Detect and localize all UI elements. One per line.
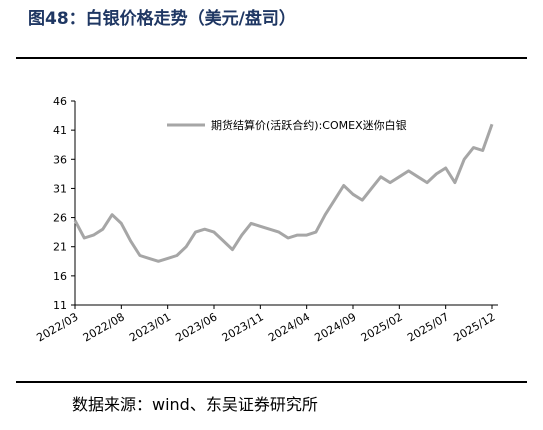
x-tick-label: 2025/07 xyxy=(405,310,451,344)
y-tick-label: 26 xyxy=(53,212,67,225)
y-tick-label: 31 xyxy=(53,182,67,195)
y-tick-label: 46 xyxy=(53,95,67,108)
x-tick-label: 2022/03 xyxy=(34,310,80,344)
x-tick-label: 2023/01 xyxy=(127,310,173,344)
x-tick-label: 2025/02 xyxy=(359,310,405,344)
y-tick-label: 11 xyxy=(53,299,67,312)
source-note: 数据来源：wind、东吴证券研究所 xyxy=(72,395,318,414)
x-tick-label: 2023/11 xyxy=(220,310,266,344)
x-tick-label: 2024/09 xyxy=(312,310,358,344)
y-tick-label: 36 xyxy=(53,153,67,166)
x-tick-label: 2025/12 xyxy=(451,310,497,344)
series-line xyxy=(73,123,494,263)
y-tick-label: 16 xyxy=(53,270,67,283)
y-tick-label: 21 xyxy=(53,241,67,254)
legend-label: 期货结算价(活跃合约):COMEX迷你白银 xyxy=(211,118,407,132)
x-tick-label: 2022/08 xyxy=(81,310,127,344)
x-tick-label: 2023/06 xyxy=(173,310,219,344)
chart-title: 图48：白银价格走势（美元/盘司） xyxy=(28,8,296,29)
y-tick-label: 41 xyxy=(53,124,67,137)
x-tick-label: 2024/04 xyxy=(266,310,312,344)
